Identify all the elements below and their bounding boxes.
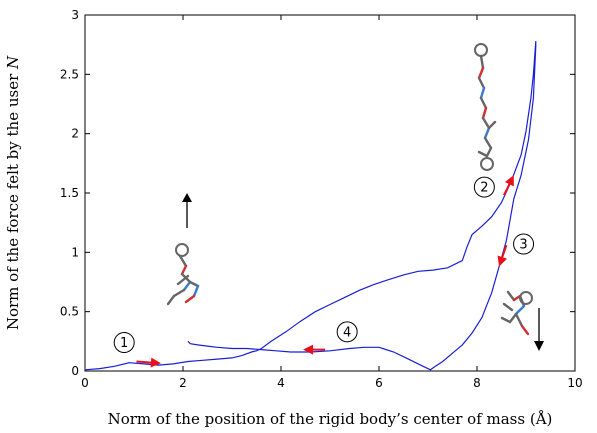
y-tick-label: 0 [71,364,79,378]
x-tick-label: 4 [277,376,285,390]
x-tick-label: 6 [375,376,383,390]
y-axis-title-variable: N [4,55,22,70]
y-tick-label: 3 [71,8,79,22]
arrow-4 [303,344,326,355]
molecule-folded-right [500,290,533,336]
x-axis-title: Norm of the position of the rigid body’s… [108,410,553,428]
step-annotations: 1 2 3 4 [113,176,535,354]
molecule-illustrations [166,43,544,351]
step-circle [473,176,495,198]
step-circle [113,332,135,354]
molecule-folded [166,243,200,306]
y-tick-label: 1.5 [60,186,79,200]
y-tick-label: 2.5 [60,67,79,81]
y-axis-title: Norm of the force felt by the user N [4,55,22,330]
step-number: 4 [343,325,351,340]
step-number: 2 [480,181,488,196]
step-marker-2: 2 [473,176,495,198]
step-circle [513,233,535,255]
y-tick-label: 0.5 [60,305,79,319]
force-curve-line [84,41,537,371]
arrow-1 [136,357,161,368]
step-marker-3: 3 [513,233,535,255]
y-tick-label: 1 [71,245,79,259]
step-marker-4: 4 [336,321,358,343]
step-circle [336,321,358,343]
step-marker-1: 1 [113,332,135,354]
curve-layer [84,41,537,371]
pull-down-arrow [534,308,544,351]
x-tick-label: 2 [179,376,187,390]
y-axis-title-prefix: Norm of the force felt by the user [4,69,22,330]
x-tick-label: 10 [567,376,582,390]
tick-group: 0 2 4 6 8 10 0 0.5 1 1.5 2 2.5 3 [60,8,583,390]
arrow-3 [497,244,508,267]
molecule-stretched [474,43,497,171]
pull-up-arrow [182,193,192,228]
x-tick-label: 8 [473,376,481,390]
step-number: 3 [519,238,527,253]
y-tick-label: 2 [71,127,79,141]
step-number: 1 [120,336,128,351]
direction-arrows [136,175,514,368]
x-tick-label: 0 [81,376,89,390]
arrow-2 [503,175,514,196]
